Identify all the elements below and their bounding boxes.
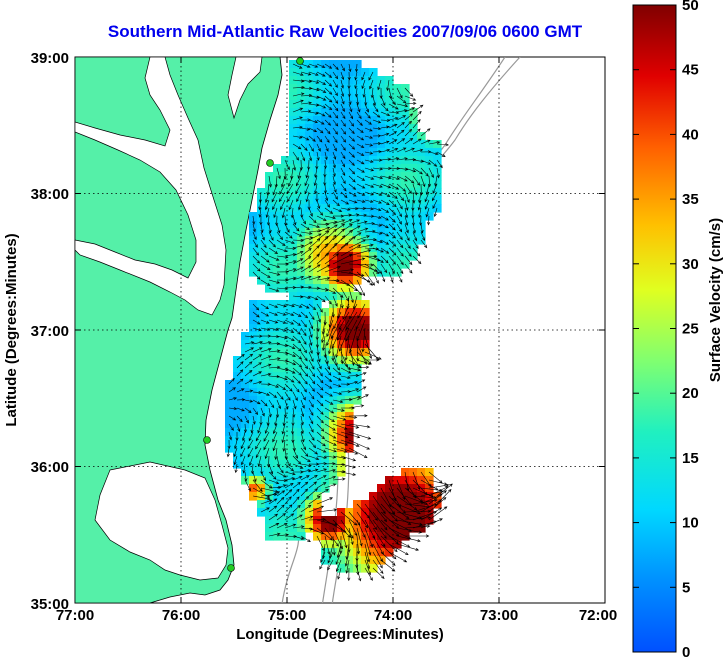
- colorbar: [632, 4, 677, 653]
- y-tick-label: 35:00: [31, 596, 69, 613]
- delaware-bay: [227, 57, 263, 120]
- colorbar-tick-label: 45: [682, 62, 699, 79]
- x-tick-labels: 77:00 76:00 75:00 74:00 73:00 72:00: [56, 607, 617, 624]
- x-tick-label: 72:00: [579, 607, 617, 624]
- y-tick-label: 37:00: [31, 323, 69, 340]
- velocity-vectors: [226, 63, 453, 582]
- colorbar-tick-label: 10: [682, 515, 699, 532]
- x-tick-label: 74:00: [374, 607, 412, 624]
- station-marker: [227, 564, 235, 572]
- colorbar-tick-label: 40: [682, 126, 699, 143]
- axis-ticks: [75, 57, 605, 603]
- grid-lines: [75, 57, 605, 603]
- colorbar-tick-label: 20: [682, 385, 699, 402]
- chesapeake-bay: [75, 57, 227, 316]
- y-tick-label: 36:00: [31, 459, 69, 476]
- map-title: Southern Mid-Atlantic Raw Velocities 200…: [107, 22, 583, 41]
- y-tick-label: 38:00: [31, 186, 69, 203]
- station-marker: [266, 159, 274, 167]
- y-tick-labels: 39:00 38:00 37:00 36:00 35:00: [31, 50, 69, 613]
- pamlico-sound: [94, 461, 229, 581]
- x-tick-label: 75:00: [268, 607, 306, 624]
- colorbar-tick-label: 5: [682, 579, 690, 596]
- x-tick-label: 77:00: [56, 607, 94, 624]
- x-tick-label: 76:00: [162, 607, 200, 624]
- station-marker: [203, 436, 211, 444]
- y-tick-label: 39:00: [31, 50, 69, 67]
- colorbar-tick-label: 30: [682, 256, 699, 273]
- y-axis-title: Latitude (Degrees:Minutes): [3, 233, 20, 426]
- colorbar-tick-label: 15: [682, 450, 699, 467]
- x-axis-title: Longitude (Degrees:Minutes): [236, 626, 444, 643]
- colorbar-tick-label: 25: [682, 321, 699, 338]
- x-tick-label: 73:00: [480, 607, 518, 624]
- colorbar-tick-label: 50: [682, 0, 699, 14]
- station-marker: [296, 57, 304, 65]
- colorbar-tick-label: 0: [682, 644, 690, 659]
- colorbar-tick-label: 35: [682, 191, 699, 208]
- colorbar-label: Surface Velocity (cm/s): [707, 218, 724, 382]
- radar-stations: [203, 57, 304, 572]
